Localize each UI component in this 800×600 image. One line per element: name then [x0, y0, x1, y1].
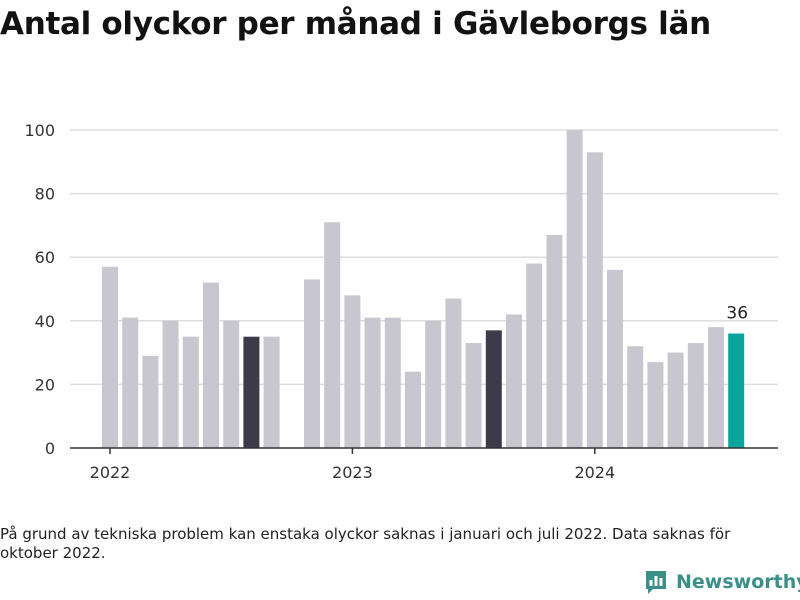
- bar-2023-02: [364, 317, 381, 448]
- bar-2022-04: [162, 320, 179, 448]
- y-tick-label: 60: [35, 248, 55, 267]
- bar-2022-07: [223, 320, 240, 448]
- bar-2022-05: [182, 336, 199, 448]
- y-tick-label: 40: [35, 312, 55, 331]
- newsworthy-logo-icon: [646, 571, 666, 594]
- bars: [102, 130, 745, 448]
- bar-2022-01: [102, 266, 118, 448]
- data-labels: 36: [726, 304, 748, 324]
- bar-2024-05: [667, 352, 684, 448]
- y-tick-label: 20: [35, 375, 55, 394]
- bar-2023-05: [425, 320, 442, 448]
- x-tick-label: 2023: [332, 463, 373, 482]
- y-tick-label: 100: [24, 121, 55, 140]
- bar-chart: 36 0 20 40 60 80 100 2022 2023 2024: [24, 121, 778, 482]
- bar-2023-06: [445, 298, 462, 448]
- brand-name: Newsworthy: [676, 571, 800, 593]
- bar-2022-02: [122, 317, 139, 448]
- bar-2024-04: [647, 362, 664, 448]
- chart-title: Antal olyckor per månad i Gävleborgs län: [0, 6, 711, 42]
- bar-2024-02: [607, 269, 623, 448]
- bar-2023-11: [546, 234, 563, 448]
- bar-2022-12: [324, 222, 341, 448]
- bar-2023-04: [405, 371, 421, 448]
- bar-2022-09: [263, 336, 280, 448]
- bar-2023-10: [526, 263, 543, 448]
- bar-2022-11: [304, 279, 320, 448]
- newsworthy-logo: Newsworthy: [644, 569, 800, 595]
- bar-2024-01: [586, 152, 603, 448]
- x-tick-label: 2022: [90, 463, 131, 482]
- bar-2024-08: [728, 333, 745, 448]
- bar-2022-06: [203, 282, 219, 448]
- bar-2023-08: [485, 330, 502, 448]
- bar-2024-03: [627, 346, 644, 448]
- axes: 0 20 40 60 80 100 2022 2023 2024: [24, 121, 778, 482]
- bar-2023-01: [344, 295, 361, 448]
- x-tick-label: 2024: [574, 463, 615, 482]
- bar-2023-07: [465, 343, 482, 448]
- footnote: På grund av tekniska problem kan enstaka…: [0, 525, 731, 562]
- y-tick-label: 80: [35, 185, 55, 204]
- bar-2023-09: [506, 314, 522, 448]
- data-label: 36: [726, 304, 748, 324]
- bar-2023-03: [384, 317, 401, 448]
- bar-2022-03: [142, 355, 159, 448]
- bar-2024-06: [687, 343, 704, 448]
- y-tick-label: 0: [45, 439, 55, 458]
- bar-2024-07: [708, 327, 724, 448]
- bar-2023-12: [566, 130, 583, 448]
- bar-2022-08: [243, 336, 260, 448]
